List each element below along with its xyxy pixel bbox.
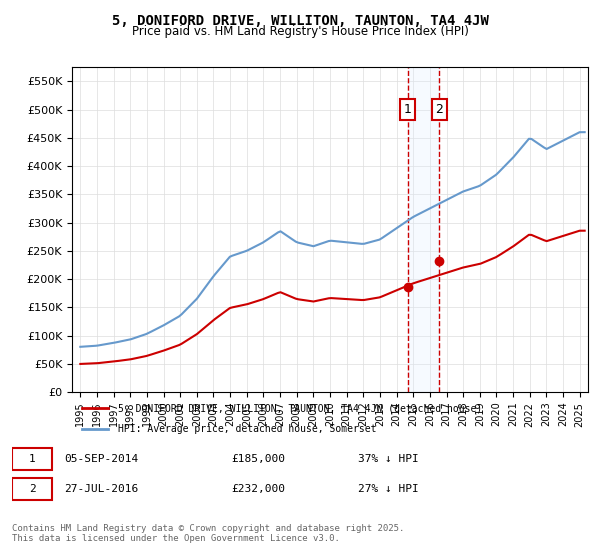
- Text: 5, DONIFORD DRIVE, WILLITON, TAUNTON, TA4 4JW: 5, DONIFORD DRIVE, WILLITON, TAUNTON, TA…: [112, 14, 488, 28]
- Text: 27-JUL-2016: 27-JUL-2016: [64, 484, 138, 494]
- FancyBboxPatch shape: [12, 448, 52, 470]
- Bar: [408, 67, 439, 392]
- Text: 5, DONIFORD DRIVE, WILLITON, TAUNTON, TA4 4JW (detached house): 5, DONIFORD DRIVE, WILLITON, TAUNTON, TA…: [118, 403, 482, 413]
- FancyBboxPatch shape: [12, 478, 52, 500]
- Text: 2: 2: [29, 484, 35, 494]
- Text: 27% ↓ HPI: 27% ↓ HPI: [358, 484, 418, 494]
- Text: Price paid vs. HM Land Registry's House Price Index (HPI): Price paid vs. HM Land Registry's House …: [131, 25, 469, 38]
- Text: 2: 2: [436, 103, 443, 116]
- Text: £232,000: £232,000: [231, 484, 285, 494]
- Text: Contains HM Land Registry data © Crown copyright and database right 2025.
This d: Contains HM Land Registry data © Crown c…: [12, 524, 404, 543]
- Text: £185,000: £185,000: [231, 454, 285, 464]
- Text: 05-SEP-2014: 05-SEP-2014: [64, 454, 138, 464]
- Text: HPI: Average price, detached house, Somerset: HPI: Average price, detached house, Some…: [118, 424, 377, 434]
- Text: 1: 1: [29, 454, 35, 464]
- Text: 37% ↓ HPI: 37% ↓ HPI: [358, 454, 418, 464]
- Text: 1: 1: [404, 103, 412, 116]
